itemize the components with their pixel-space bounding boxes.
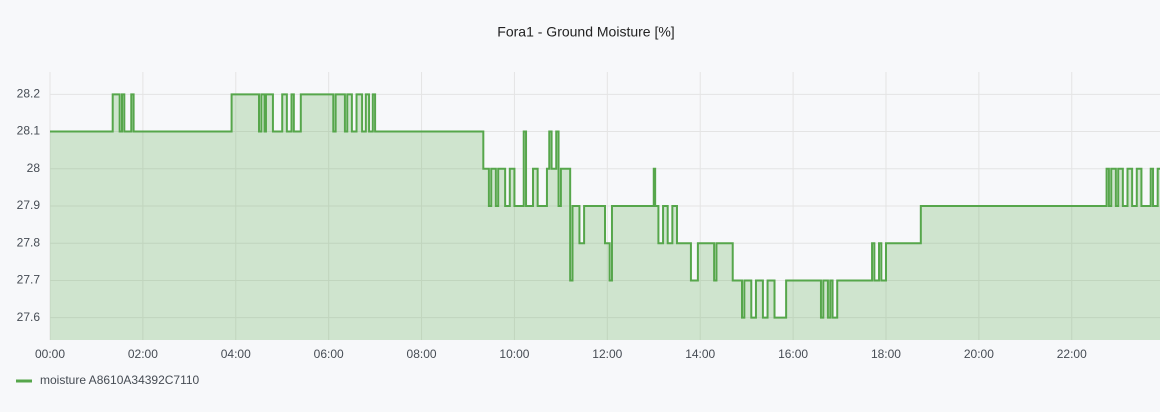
y-tick-label: 27.8	[17, 235, 41, 249]
x-tick-label: 10:00	[499, 347, 529, 361]
x-tick-label: 14:00	[685, 347, 715, 361]
y-tick-label: 27.7	[17, 273, 41, 287]
legend-label: moisture A8610A34392C7110	[40, 373, 200, 387]
y-tick-label: 28.2	[17, 87, 41, 101]
chart-title: Fora1 - Ground Moisture [%]	[497, 24, 674, 40]
x-tick-label: 20:00	[964, 347, 994, 361]
y-tick-label: 28	[27, 161, 41, 175]
x-tick-label: 16:00	[778, 347, 808, 361]
x-tick-label: 06:00	[314, 347, 344, 361]
line	[50, 93, 1160, 319]
x-tick-label: 08:00	[407, 347, 437, 361]
x-tick-label: 00:00	[35, 347, 65, 361]
x-tick-label: 22:00	[1057, 347, 1087, 361]
x-tick-label: 04:00	[221, 347, 251, 361]
x-tick-label: 02:00	[128, 347, 158, 361]
y-tick-label: 28.1	[17, 124, 41, 138]
y-tick-label: 27.9	[17, 198, 41, 212]
y-tick-label: 27.6	[17, 310, 41, 324]
x-tick-label: 18:00	[871, 347, 901, 361]
x-tick-label: 12:00	[592, 347, 622, 361]
